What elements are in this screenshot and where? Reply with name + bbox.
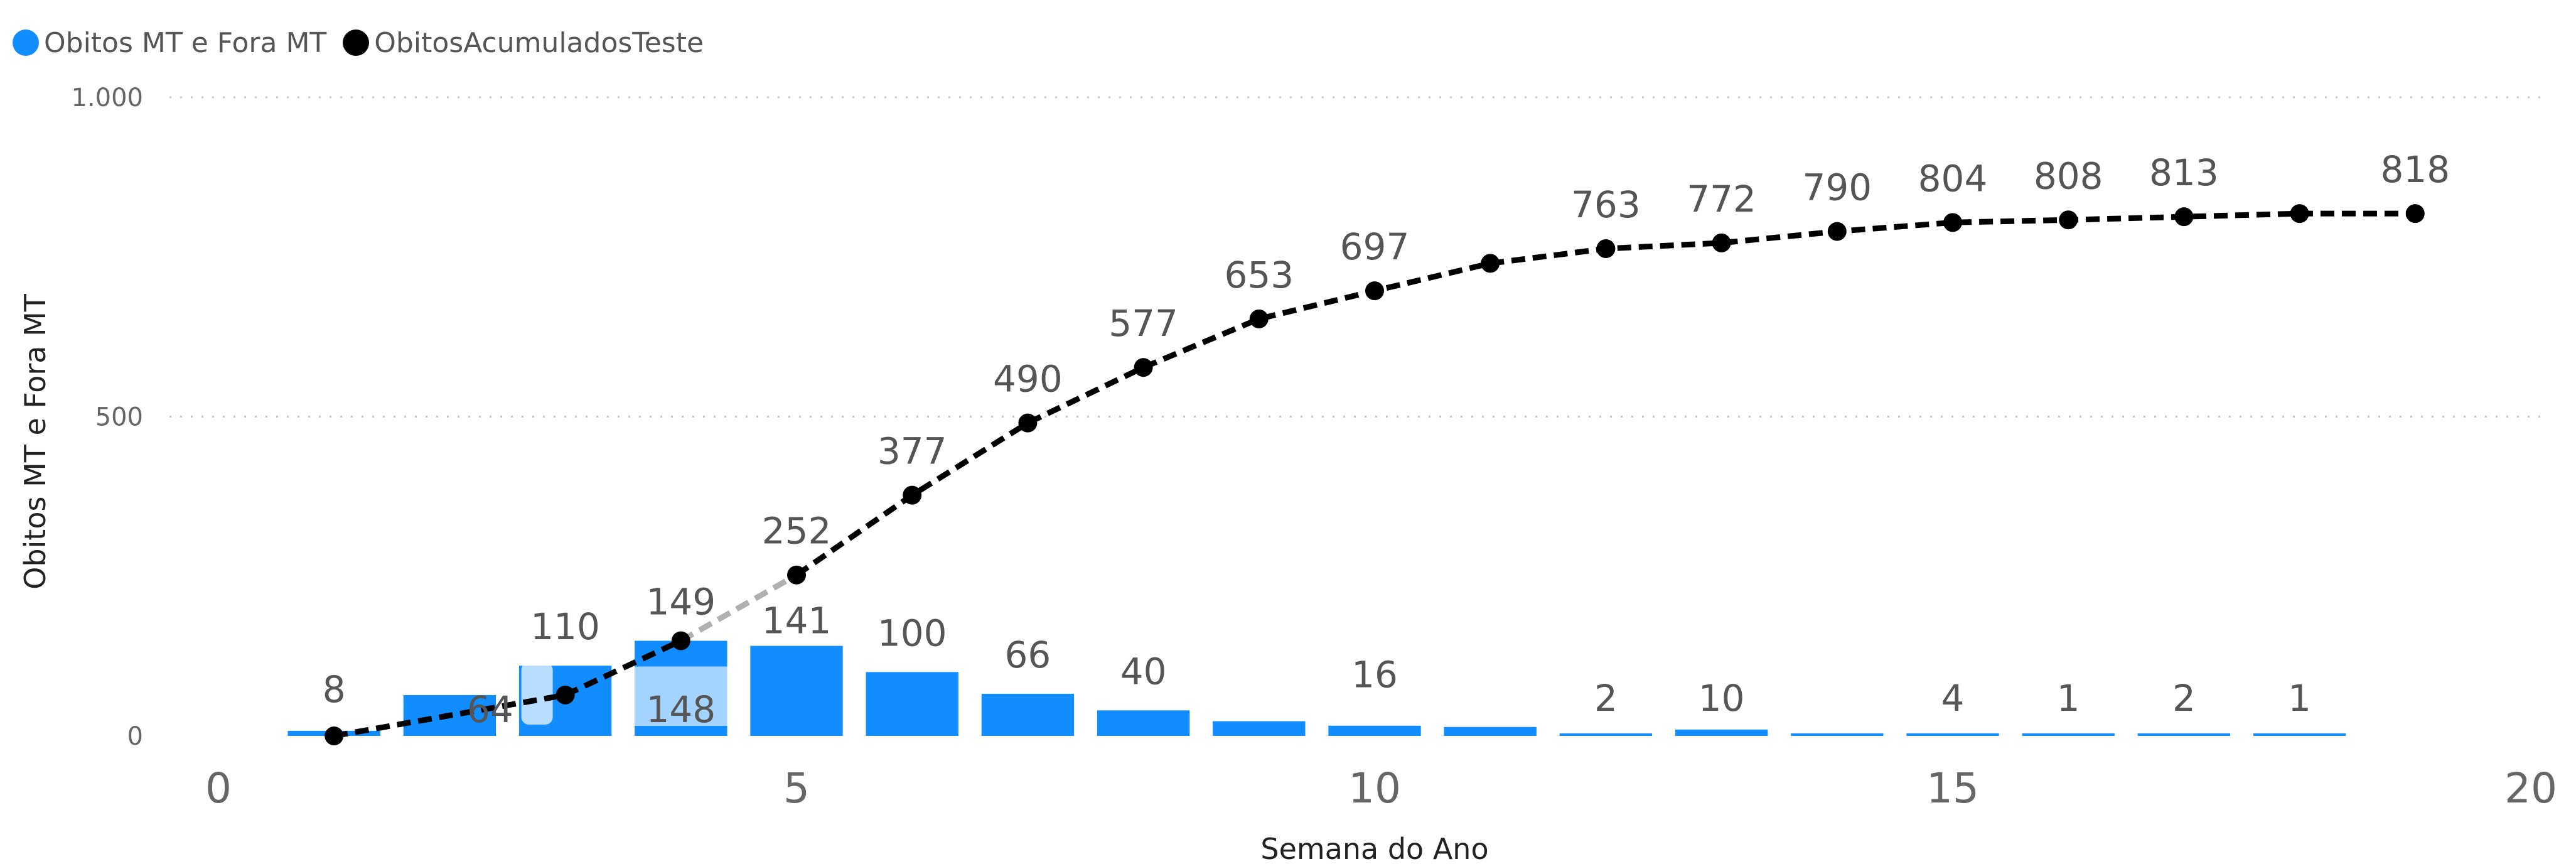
line-value-label: 772: [1687, 178, 1756, 220]
line-point[interactable]: [1712, 233, 1731, 252]
bar-value-label: 1: [2288, 677, 2311, 720]
bar[interactable]: [750, 645, 843, 736]
line-point[interactable]: [671, 631, 690, 651]
bar-value-label: 16: [1351, 653, 1398, 696]
line-point[interactable]: [2059, 210, 2078, 230]
y-axis-ticks: 0 500 1.000: [71, 84, 143, 751]
bar[interactable]: [1559, 733, 1653, 736]
bar[interactable]: [2022, 733, 2115, 736]
bar[interactable]: [1791, 733, 1884, 736]
bar-value-label: 4: [1941, 677, 1965, 720]
x-tick-label: 15: [1926, 764, 1979, 813]
x-tick-label: 10: [1348, 764, 1401, 813]
bar[interactable]: [1444, 726, 1537, 736]
line-point[interactable]: [1827, 222, 1847, 241]
bar[interactable]: [1328, 725, 1421, 736]
bar[interactable]: [1213, 721, 1306, 736]
bar[interactable]: [1906, 733, 1999, 736]
legend-item-bars[interactable]: Obitos MT e Fora MT: [13, 27, 326, 59]
bar[interactable]: [2137, 733, 2231, 736]
line-segment: [333, 692, 566, 739]
gridlines: [169, 96, 2548, 418]
line-point[interactable]: [2405, 204, 2425, 224]
bar[interactable]: [2253, 733, 2346, 736]
legend-item-line[interactable]: ObitosAcumuladosTeste: [343, 27, 704, 59]
bar-value-label: 40: [1120, 650, 1167, 693]
line-point[interactable]: [1481, 254, 1500, 273]
line-segment-faded: [679, 572, 798, 644]
line-value-label: 818: [2380, 148, 2450, 191]
line-point[interactable]: [1943, 213, 1962, 232]
line-point[interactable]: [1365, 281, 1384, 301]
line-point[interactable]: [903, 485, 922, 505]
line-point[interactable]: [1249, 309, 1269, 328]
line-value-label: 808: [2034, 154, 2103, 197]
bar[interactable]: [1097, 710, 1190, 736]
line-value-label: 252: [762, 510, 832, 553]
bar-value-label: 141: [762, 600, 832, 642]
legend-label-line: ObitosAcumuladosTeste: [374, 26, 704, 59]
y-tick-label: 500: [95, 403, 143, 432]
legend-label-bars: Obitos MT e Fora MT: [44, 26, 327, 59]
line-value-label: 653: [1224, 254, 1294, 296]
x-tick-label: 20: [2504, 764, 2557, 813]
data-labels: 8 64 110 149 141 100 66 40 16 2 10 4 1 2 1 148 252 377 490…: [323, 148, 2450, 731]
bar[interactable]: [981, 693, 1075, 736]
legend: Obitos MT e Fora MT ObitosAcumuladosTest…: [13, 24, 720, 62]
bar-value-label: 64: [467, 688, 513, 731]
line-value-label: 804: [1918, 157, 1988, 200]
line-point[interactable]: [325, 726, 344, 745]
line-value-label: 490: [993, 358, 1063, 401]
line-value-label: 377: [877, 430, 947, 473]
x-tick-label: 0: [205, 764, 232, 813]
line-value-label: 790: [1802, 166, 1872, 209]
line-value-label: 697: [1340, 225, 1410, 268]
line-point[interactable]: [2174, 207, 2194, 227]
bar-value-label: 8: [323, 668, 346, 711]
legend-dot-bars-icon: [13, 30, 39, 56]
bar-value-label: 110: [530, 605, 600, 648]
tooltip-tab: [521, 662, 553, 725]
bar-value-label: 100: [877, 612, 947, 654]
bar-value-label: 1: [2057, 677, 2080, 720]
line-point[interactable]: [555, 685, 575, 705]
y-tick-label: 0: [127, 722, 143, 751]
y-axis-title: Obitos MT e Fora MT: [18, 293, 52, 590]
line-value-label: 763: [1571, 183, 1641, 226]
x-axis-title: Semana do Ano: [1260, 832, 1488, 864]
bar-value-label: 2: [2172, 677, 2196, 720]
line-point[interactable]: [1596, 239, 1616, 259]
line-value-label: 577: [1108, 302, 1178, 345]
highlight-value-label: 148: [646, 688, 716, 731]
line-point[interactable]: [1018, 413, 1038, 433]
cumulative-line: [325, 204, 2425, 745]
line-point[interactable]: [787, 565, 806, 585]
bars: [287, 640, 2346, 736]
line-point[interactable]: [1134, 358, 1153, 377]
line-point[interactable]: [2290, 204, 2309, 224]
x-tick-label: 5: [783, 764, 810, 813]
line-value-label: 813: [2149, 151, 2219, 194]
bar-value-label: 2: [1594, 677, 1618, 720]
y-tick-label: 1.000: [71, 84, 143, 112]
bar-value-label: 66: [1004, 634, 1051, 676]
bar-value-label: 10: [1699, 677, 1745, 720]
bar-value-label: 149: [646, 580, 716, 623]
bar[interactable]: [1675, 729, 1768, 736]
highlight-overlay: [635, 666, 727, 726]
x-axis-ticks: 0 5 10 15 20: [205, 764, 2557, 813]
legend-dot-line-icon: [343, 30, 370, 56]
bar[interactable]: [866, 672, 958, 736]
